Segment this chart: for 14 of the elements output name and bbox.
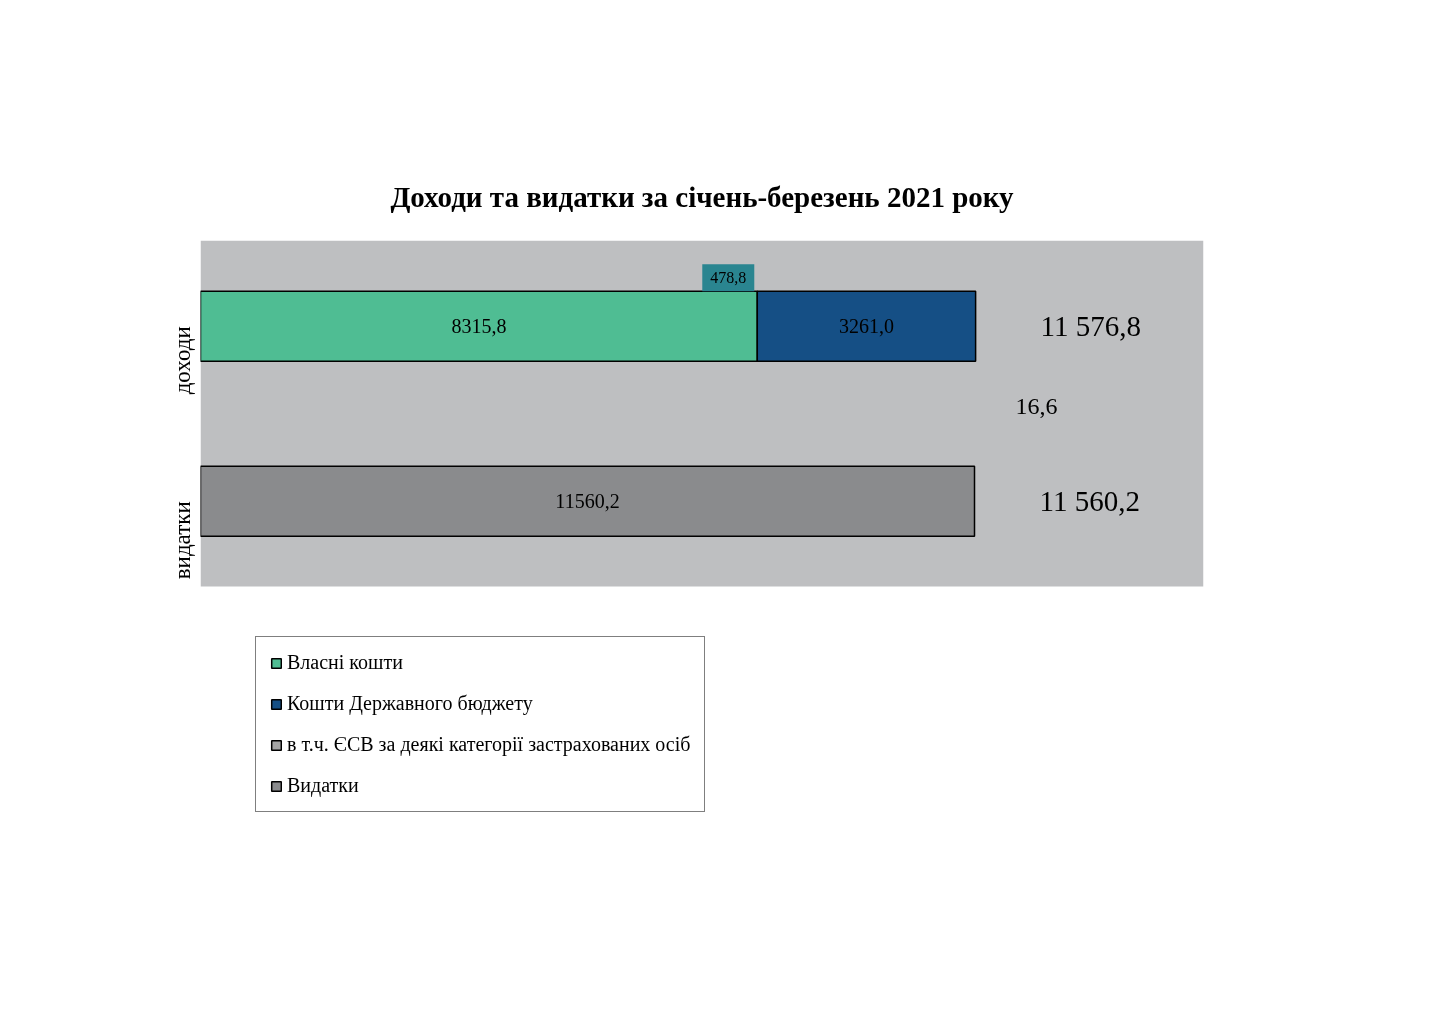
y-tick-label: доходи	[170, 326, 195, 395]
total-label: 11 576,8	[1040, 310, 1142, 343]
legend-label: в т.ч. ЄСВ за деякі категорії застрахованих осіб	[287, 733, 691, 756]
legend-label: Кошти Державного бюджету	[287, 692, 533, 715]
total-label: 11 560,2	[1039, 485, 1140, 518]
legend-label: Видатки	[287, 774, 359, 797]
data-label: 3261,0	[838, 315, 894, 338]
annotation: 478,8	[710, 269, 747, 287]
legend-label: Власні кошти	[287, 651, 403, 674]
chart-title: Доходи та видатки за січень-березень 2021 року	[390, 180, 1015, 213]
text: 16,6	[1015, 393, 1058, 420]
data-label: 11560,2	[555, 490, 620, 513]
data-label: 8315,8	[451, 315, 507, 338]
y-tick-label: видатки	[170, 501, 195, 580]
